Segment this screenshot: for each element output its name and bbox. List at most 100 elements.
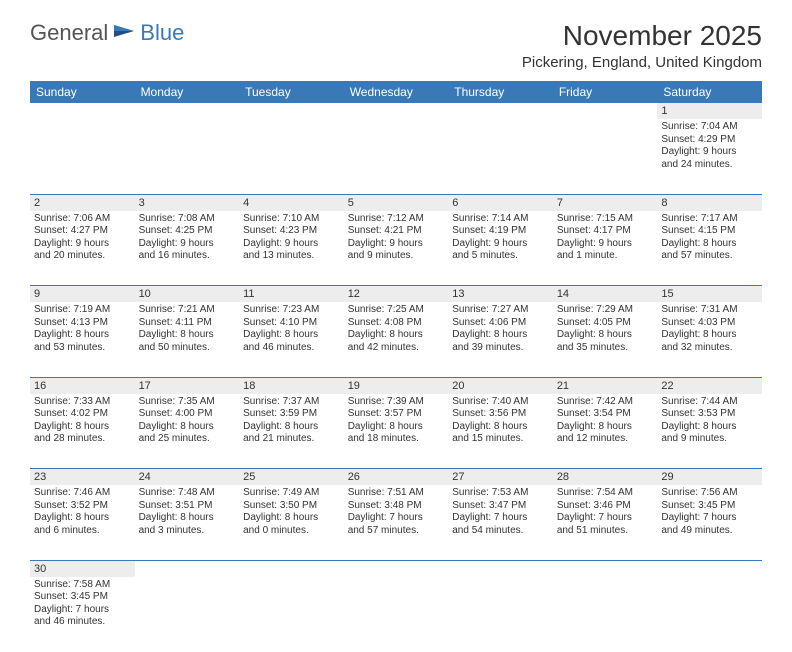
sunset-text: Sunset: 4:03 PM: [661, 317, 758, 330]
day-details: Sunrise: 7:25 AMSunset: 4:08 PMDaylight:…: [348, 304, 445, 354]
day-content-row: Sunrise: 7:33 AMSunset: 4:02 PMDaylight:…: [30, 394, 762, 469]
day-number: 23: [30, 469, 135, 486]
day-details: Sunrise: 7:10 AMSunset: 4:23 PMDaylight:…: [243, 213, 340, 263]
day-number: 8: [657, 194, 762, 211]
sunrise-text: Sunrise: 7:25 AM: [348, 304, 445, 317]
day-details: Sunrise: 7:48 AMSunset: 3:51 PMDaylight:…: [139, 487, 236, 537]
sunrise-text: Sunrise: 7:51 AM: [348, 487, 445, 500]
daylight-text2: and 18 minutes.: [348, 433, 445, 446]
logo: General Blue: [30, 20, 184, 46]
daylight-text2: and 49 minutes.: [661, 525, 758, 538]
daynum-row: 23242526272829: [30, 469, 762, 486]
sunrise-text: Sunrise: 7:54 AM: [557, 487, 654, 500]
day-cell: Sunrise: 7:29 AMSunset: 4:05 PMDaylight:…: [553, 302, 658, 377]
day-cell: Sunrise: 7:35 AMSunset: 4:00 PMDaylight:…: [135, 394, 240, 469]
daylight-text: Daylight: 8 hours: [348, 421, 445, 434]
sunset-text: Sunset: 3:48 PM: [348, 500, 445, 513]
day-cell: Sunrise: 7:23 AMSunset: 4:10 PMDaylight:…: [239, 302, 344, 377]
day-details: Sunrise: 7:12 AMSunset: 4:21 PMDaylight:…: [348, 213, 445, 263]
day-number: 2: [30, 194, 135, 211]
daylight-text: Daylight: 8 hours: [243, 329, 340, 342]
day-cell: Sunrise: 7:46 AMSunset: 3:52 PMDaylight:…: [30, 485, 135, 560]
day-number: [553, 560, 658, 577]
sunset-text: Sunset: 4:19 PM: [452, 225, 549, 238]
day-content-row: Sunrise: 7:06 AMSunset: 4:27 PM Daylight:…: [30, 211, 762, 286]
logo-text-general: General: [30, 20, 108, 46]
sunset-text: Sunset: 4:27 PM: [34, 225, 131, 238]
sunset-text: Sunset: 4:11 PM: [139, 317, 236, 330]
day-number: 24: [135, 469, 240, 486]
day-cell: [135, 577, 240, 652]
weekday-header: Friday: [553, 81, 658, 103]
sunrise-text: Sunrise: 7:58 AM: [34, 579, 131, 592]
daynum-row: 1: [30, 103, 762, 119]
logo-text-blue: Blue: [140, 20, 184, 46]
sunrise-text: Sunrise: 7:14 AM: [452, 213, 549, 226]
sunset-text: Sunset: 4:17 PM: [557, 225, 654, 238]
daylight-text: Daylight: 8 hours: [34, 329, 131, 342]
day-details: Sunrise: 7:44 AMSunset: 3:53 PMDaylight:…: [661, 396, 758, 446]
day-details: Sunrise: 7:21 AMSunset: 4:11 PMDaylight:…: [139, 304, 236, 354]
daylight-text: Daylight: 8 hours: [139, 421, 236, 434]
daylight-text2: and 15 minutes.: [452, 433, 549, 446]
day-details: Sunrise: 7:53 AMSunset: 3:47 PMDaylight:…: [452, 487, 549, 537]
sunrise-text: Sunrise: 7:56 AM: [661, 487, 758, 500]
daynum-row: 30: [30, 560, 762, 577]
day-number: 21: [553, 377, 658, 394]
day-cell: Sunrise: 7:37 AMSunset: 3:59 PMDaylight:…: [239, 394, 344, 469]
daylight-text2: and 6 minutes.: [34, 525, 131, 538]
daylight-text2: and 39 minutes.: [452, 342, 549, 355]
day-number: 28: [553, 469, 658, 486]
daylight-text2: and 13 minutes.: [243, 250, 340, 263]
daylight-text2: and 57 minutes.: [348, 525, 445, 538]
day-number: [553, 103, 658, 119]
day-cell: Sunrise: 7:53 AMSunset: 3:47 PMDaylight:…: [448, 485, 553, 560]
daylight-text: Daylight: 8 hours: [139, 329, 236, 342]
sunset-text: Sunset: 4:21 PM: [348, 225, 445, 238]
sunset-text: Sunset: 3:45 PM: [34, 591, 131, 604]
sunset-text: Sunset: 3:59 PM: [243, 408, 340, 421]
day-cell: [448, 119, 553, 194]
sunrise-text: Sunrise: 7:46 AM: [34, 487, 131, 500]
sunset-text: Sunset: 4:25 PM: [139, 225, 236, 238]
sunrise-text: Sunrise: 7:10 AM: [243, 213, 340, 226]
header: General Blue November 2025 Pickering, En…: [30, 20, 762, 71]
day-cell: Sunrise: 7:40 AMSunset: 3:56 PMDaylight:…: [448, 394, 553, 469]
sunset-text: Sunset: 3:52 PM: [34, 500, 131, 513]
day-number: 25: [239, 469, 344, 486]
day-number: 30: [30, 560, 135, 577]
sunrise-text: Sunrise: 7:12 AM: [348, 213, 445, 226]
day-cell: [135, 119, 240, 194]
day-details: Sunrise: 7:35 AMSunset: 4:00 PMDaylight:…: [139, 396, 236, 446]
day-cell: Sunrise: 7:48 AMSunset: 3:51 PMDaylight:…: [135, 485, 240, 560]
daylight-text: Daylight: 9 hours: [139, 238, 236, 251]
day-details: Sunrise: 7:08 AMSunset: 4:25 PMDaylight:…: [139, 213, 236, 263]
day-number: [239, 103, 344, 119]
day-number: 6: [448, 194, 553, 211]
day-details: Sunrise: 7:56 AMSunset: 3:45 PMDaylight:…: [661, 487, 758, 537]
day-details: Sunrise: 7:17 AMSunset: 4:15 PMDaylight:…: [661, 213, 758, 263]
daylight-text: Daylight: 9 hours: [661, 146, 758, 159]
day-details: Sunrise: 7:49 AMSunset: 3:50 PMDaylight:…: [243, 487, 340, 537]
sunrise-text: Sunrise: 7:42 AM: [557, 396, 654, 409]
day-number: [657, 560, 762, 577]
day-details: Sunrise: 7:19 AMSunset: 4:13 PMDaylight:…: [34, 304, 131, 354]
day-details: Sunrise: 7:37 AMSunset: 3:59 PMDaylight:…: [243, 396, 340, 446]
sunset-text: Sunset: 3:47 PM: [452, 500, 549, 513]
daylight-text2: and 1 minute.: [557, 250, 654, 263]
daylight-text2: and 50 minutes.: [139, 342, 236, 355]
daynum-row: 2345678: [30, 194, 762, 211]
day-details: Sunrise: 7:15 AMSunset: 4:17 PMDaylight:…: [557, 213, 654, 263]
sunrise-text: Sunrise: 7:49 AM: [243, 487, 340, 500]
day-cell: Sunrise: 7:19 AMSunset: 4:13 PMDaylight:…: [30, 302, 135, 377]
sunrise-text: Sunrise: 7:06 AM: [34, 213, 131, 226]
day-cell: [448, 577, 553, 652]
day-details: Sunrise: 7:04 AMSunset: 4:29 PMDaylight:…: [661, 121, 758, 171]
title-block: November 2025 Pickering, England, United…: [522, 20, 762, 71]
location: Pickering, England, United Kingdom: [522, 54, 762, 71]
day-number: 15: [657, 286, 762, 303]
day-cell: Sunrise: 7:27 AMSunset: 4:06 PMDaylight:…: [448, 302, 553, 377]
day-cell: [344, 577, 449, 652]
daylight-text2: and 20 minutes.: [34, 250, 131, 263]
daylight-text2: and 54 minutes.: [452, 525, 549, 538]
